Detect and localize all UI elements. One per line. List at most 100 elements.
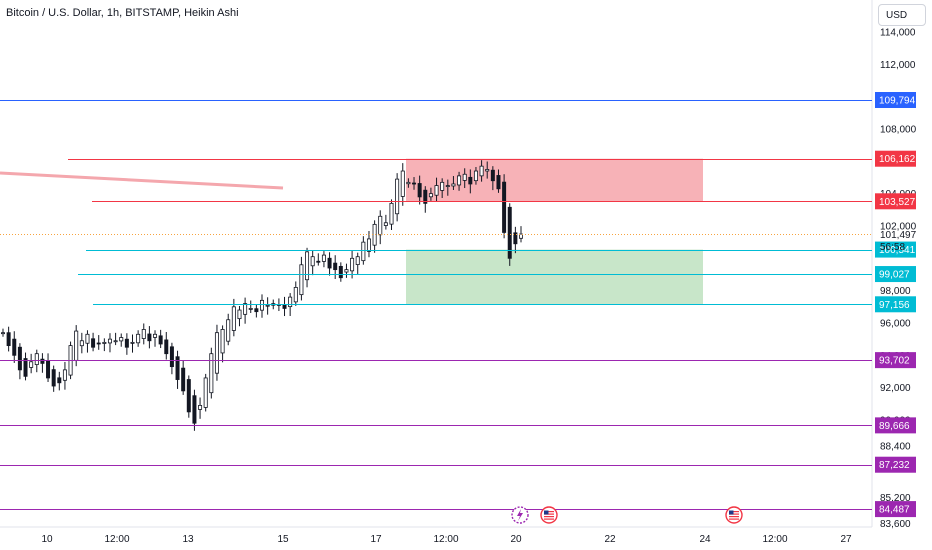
candle-body xyxy=(181,367,186,392)
us-flag-icon xyxy=(725,506,743,524)
x-tick-label: 22 xyxy=(604,534,616,545)
price-tag xyxy=(875,193,916,210)
price-tag xyxy=(875,296,916,313)
x-tick-label: 20 xyxy=(510,534,522,545)
candle-body xyxy=(451,183,456,187)
candle-body xyxy=(23,358,28,377)
candle-body xyxy=(158,335,163,345)
stop-loss-zone[interactable] xyxy=(406,158,703,202)
candle-body xyxy=(288,296,293,308)
flag-stripe xyxy=(544,513,554,515)
x-tick-label: 17 xyxy=(370,534,382,545)
candle-body xyxy=(350,257,355,272)
price-tag xyxy=(875,241,916,258)
y-tick-label: 88,400 xyxy=(880,441,911,452)
x-tick-label: 15 xyxy=(277,534,289,545)
candle-body xyxy=(220,329,225,354)
flag-stripe xyxy=(544,516,554,518)
candle-body xyxy=(423,189,428,204)
y-tick-label: 96,000 xyxy=(880,318,911,329)
lightning-icon[interactable] xyxy=(511,506,529,524)
candle-body xyxy=(259,299,264,311)
y-tick-label: 114,000 xyxy=(880,28,916,39)
candle-body xyxy=(40,358,45,364)
x-tick-label: 12:00 xyxy=(104,534,129,545)
candle-body xyxy=(462,173,467,181)
price-tag-label: 93,702 xyxy=(879,356,910,367)
candle-body xyxy=(237,309,242,320)
flag-stripe xyxy=(729,511,739,513)
price-tag-label: 84,487 xyxy=(879,505,910,516)
take-profit-zone[interactable] xyxy=(406,249,703,305)
currency-button[interactable]: USD xyxy=(878,4,926,26)
price-tag-label: 99,027 xyxy=(879,270,910,281)
trend-line[interactable] xyxy=(0,171,284,190)
candle-body xyxy=(457,175,462,186)
flag-stripe xyxy=(544,518,554,520)
candle-body xyxy=(153,333,158,338)
candle-body xyxy=(231,306,236,331)
x-tick-label: 12:00 xyxy=(762,534,787,545)
candle-body xyxy=(282,304,287,309)
candle-body xyxy=(248,308,253,310)
candle-body xyxy=(412,182,417,185)
candle-body xyxy=(198,405,203,410)
candle-body xyxy=(243,303,248,315)
candle-body xyxy=(361,241,366,262)
candle-body xyxy=(310,256,315,267)
candle-body xyxy=(147,333,152,342)
candle-body xyxy=(141,329,146,339)
candle-body xyxy=(479,165,484,177)
x-tick-label: 12:00 xyxy=(433,534,458,545)
candles xyxy=(0,160,524,431)
candle-body xyxy=(338,265,343,279)
lightning-bolt xyxy=(517,509,523,521)
price-tag-label: 100,541 xyxy=(879,245,916,256)
candle-body xyxy=(203,377,208,408)
us-flag-icon[interactable] xyxy=(725,506,743,524)
candle-body xyxy=(0,332,6,335)
y-tick-label: 112,000 xyxy=(880,60,916,71)
x-tick-label: 24 xyxy=(699,534,711,545)
candle-body xyxy=(102,341,107,344)
candle-body xyxy=(513,232,518,245)
y-tick-label: 108,000 xyxy=(880,125,917,136)
price-tag xyxy=(875,150,916,167)
candle-body xyxy=(29,361,34,368)
us-flag-icon[interactable] xyxy=(540,506,558,524)
candle-body xyxy=(445,185,450,187)
candle-body xyxy=(473,170,478,182)
y-tick-label: 92,000 xyxy=(880,383,911,394)
candle-body xyxy=(265,304,270,307)
flag-stripe xyxy=(729,513,739,515)
candle-body xyxy=(305,251,310,281)
last-price-label: 101,497 xyxy=(880,230,917,241)
y-tick-label: 85,200 xyxy=(880,493,911,504)
candle-body xyxy=(214,332,219,374)
candle-body xyxy=(119,337,124,342)
candle-body xyxy=(169,346,174,368)
y-tick-label: 98,000 xyxy=(880,286,911,297)
candle-body xyxy=(46,360,51,379)
candle-body xyxy=(164,339,169,355)
candle-body xyxy=(51,369,56,387)
countdown-label: 56:58 xyxy=(880,242,905,253)
candle-body xyxy=(130,341,135,344)
candle-body xyxy=(440,181,445,191)
price-tag-label: 87,232 xyxy=(879,460,910,471)
candle-body xyxy=(62,369,67,381)
candle-body xyxy=(507,206,512,259)
candle-body xyxy=(406,181,411,185)
x-tick-label: 13 xyxy=(182,534,194,545)
candle-body xyxy=(85,333,90,344)
candle-body xyxy=(186,379,191,413)
flag-canton xyxy=(729,510,734,515)
candle-body xyxy=(293,287,298,303)
candle-body xyxy=(417,183,422,198)
candle-body xyxy=(6,332,11,347)
price-tag-label: 103,527 xyxy=(879,197,916,208)
candle-body xyxy=(57,377,62,384)
candle-body xyxy=(136,333,141,344)
flag-canton xyxy=(544,510,549,515)
